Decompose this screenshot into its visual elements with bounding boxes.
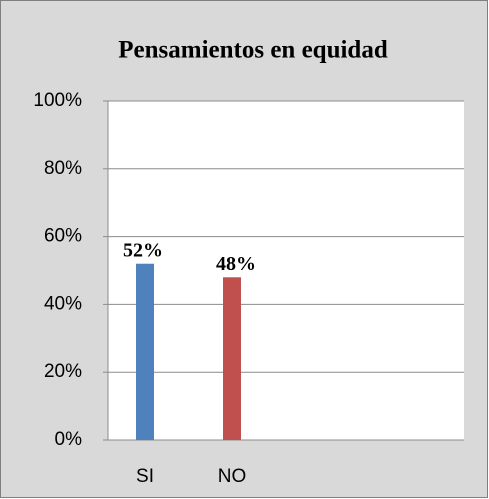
bar <box>136 263 154 440</box>
data-label: 52% <box>123 239 163 261</box>
y-tick-label: 60% <box>44 226 82 247</box>
y-tick-label: 0% <box>55 429 83 450</box>
plot-area <box>108 101 464 440</box>
y-tick-label: 20% <box>44 361 82 382</box>
x-tick-label: NO <box>218 466 247 487</box>
bar <box>223 277 241 440</box>
y-tick-label: 100% <box>33 90 82 111</box>
y-tick-label: 80% <box>44 158 82 179</box>
x-tick-label: SI <box>136 466 154 487</box>
chart-title: Pensamientos en equidad <box>118 37 388 64</box>
y-tick-label: 40% <box>44 293 82 314</box>
data-label: 48% <box>216 253 256 275</box>
